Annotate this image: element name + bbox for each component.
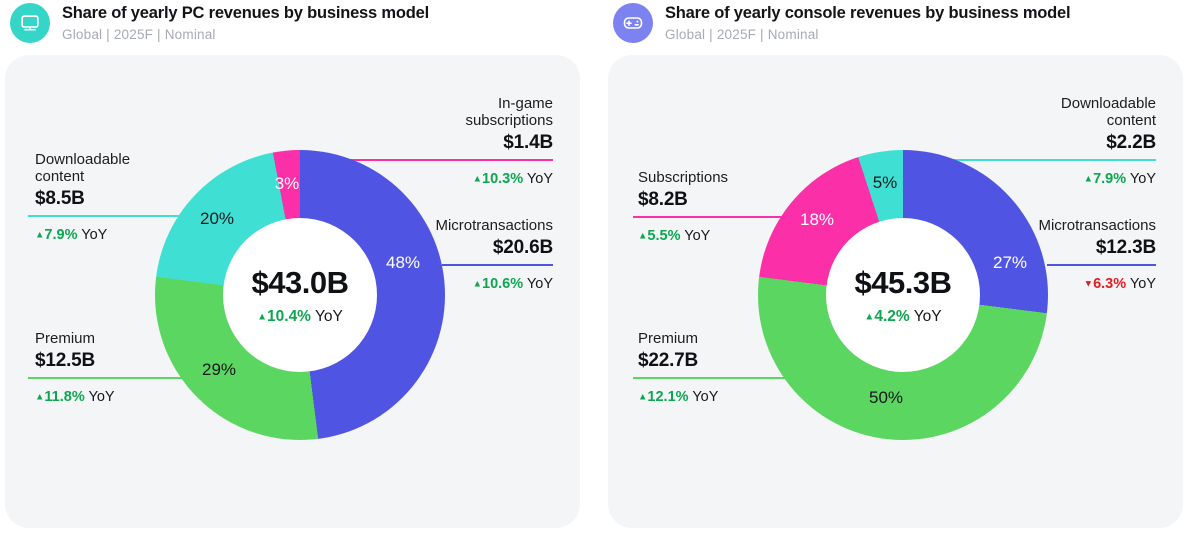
segment-label-block: Downloadable content $8.5B ▲7.9% YoY [35, 151, 175, 243]
segment-name: In-game subscriptions [465, 95, 553, 129]
trend-up-icon: ▲ [864, 311, 875, 322]
chart-panel: Downloadable content $2.2B ▲7.9% YoY Mic… [608, 55, 1183, 528]
trend-up-icon: ▲ [35, 229, 45, 241]
chart-subtitle: Global | 2025F | Nominal [665, 27, 819, 42]
gamepad-icon [613, 3, 653, 43]
segment-yoy: ▲10.6% YoY [472, 276, 553, 292]
segment-value: $8.5B [35, 188, 85, 209]
segment-yoy: ▲7.9% YoY [1083, 171, 1156, 187]
donut-center-yoy: ▲10.4% YoY [257, 307, 343, 325]
chart-title: Share of yearly console revenues by busi… [665, 4, 1071, 22]
trend-up-icon: ▲ [638, 230, 648, 242]
chart-header: Share of yearly PC revenues by business … [5, 0, 580, 52]
console-revenue-chart-card: Share of yearly console revenues by busi… [608, 0, 1183, 537]
segment-yoy: ▲12.1% YoY [638, 389, 719, 405]
leader-line [28, 377, 186, 379]
leader-line [28, 215, 183, 217]
segment-value: $1.4B [503, 132, 553, 153]
trend-down-icon: ▼ [1083, 278, 1094, 290]
chart-title: Share of yearly PC revenues by business … [62, 4, 429, 22]
donut-center: $45.3B ▲4.2% YoY [826, 218, 980, 372]
trend-up-icon: ▲ [1083, 173, 1094, 185]
segment-label-block: Microtransactions $12.3B ▼6.3% YoY [1016, 217, 1156, 292]
segment-label-block: Premium $22.7B ▲12.1% YoY [638, 330, 778, 405]
leader-line [633, 377, 794, 379]
segment-label-block: Premium $12.5B ▲11.8% YoY [35, 330, 175, 405]
segment-name: Microtransactions [435, 217, 553, 234]
segment-yoy: ▲11.8% YoY [35, 389, 115, 405]
segment-label-block: In-game subscriptions $1.4B ▲10.3% YoY [413, 95, 553, 187]
leader-line [633, 216, 791, 218]
chart-header: Share of yearly console revenues by busi… [608, 0, 1183, 52]
leader-line [1047, 264, 1156, 266]
slice-percent-label: 29% [201, 360, 237, 379]
slice-percent-label: 5% [872, 173, 898, 192]
slice-percent-label: 18% [799, 210, 835, 229]
segment-name: Downloadable content [35, 151, 131, 185]
trend-up-icon: ▲ [35, 391, 45, 403]
monitor-icon [10, 3, 50, 43]
leader-line [905, 159, 1156, 161]
segment-value: $8.2B [638, 189, 688, 210]
segment-yoy: ▲5.5% YoY [638, 228, 711, 244]
segment-yoy: ▼6.3% YoY [1083, 276, 1156, 292]
segment-value: $22.7B [638, 350, 699, 371]
segment-value: $12.5B [35, 350, 96, 371]
segment-label-block: Microtransactions $20.6B ▲10.6% YoY [413, 217, 553, 292]
slice-percent-label: 20% [199, 209, 235, 228]
slice-percent-label: 27% [992, 253, 1028, 272]
donut-center-total: $45.3B [854, 264, 952, 300]
trend-up-icon: ▲ [638, 391, 648, 403]
slice-percent-label: 3% [274, 174, 300, 193]
segment-label-block: Subscriptions $8.2B ▲5.5% YoY [638, 169, 778, 244]
segment-value: $20.6B [492, 237, 553, 258]
leader-line [297, 159, 553, 161]
donut-center-yoy: ▲4.2% YoY [864, 307, 942, 325]
segment-yoy: ▲7.9% YoY [35, 227, 108, 243]
segment-label-block: Downloadable content $2.2B ▲7.9% YoY [1016, 95, 1156, 187]
segment-yoy: ▲10.3% YoY [472, 171, 553, 187]
segment-name: Downloadable content [1060, 95, 1156, 129]
donut-chart: 48% 29% 20% 3% $43.0B ▲10.4% YoY [155, 150, 445, 440]
chart-panel: In-game subscriptions $1.4B ▲10.3% YoY M… [5, 55, 580, 528]
trend-up-icon: ▲ [257, 311, 268, 322]
pc-revenue-chart-card: Share of yearly PC revenues by business … [5, 0, 580, 537]
segment-name: Premium [35, 330, 96, 347]
segment-name: Subscriptions [638, 169, 729, 186]
leader-line [442, 264, 553, 266]
trend-up-icon: ▲ [472, 278, 483, 290]
trend-up-icon: ▲ [472, 173, 483, 185]
slice-percent-label: 50% [868, 388, 904, 407]
donut-center: $43.0B ▲10.4% YoY [223, 218, 377, 372]
chart-subtitle: Global | 2025F | Nominal [62, 27, 216, 42]
segment-name: Premium [638, 330, 699, 347]
donut-chart: 27% 50% 18% 5% $45.3B ▲4.2% YoY [758, 150, 1048, 440]
segment-value: $2.2B [1106, 132, 1156, 153]
slice-percent-label: 48% [385, 253, 421, 272]
donut-center-total: $43.0B [251, 264, 349, 300]
segment-name: Microtransactions [1038, 217, 1156, 234]
segment-value: $12.3B [1095, 237, 1156, 258]
